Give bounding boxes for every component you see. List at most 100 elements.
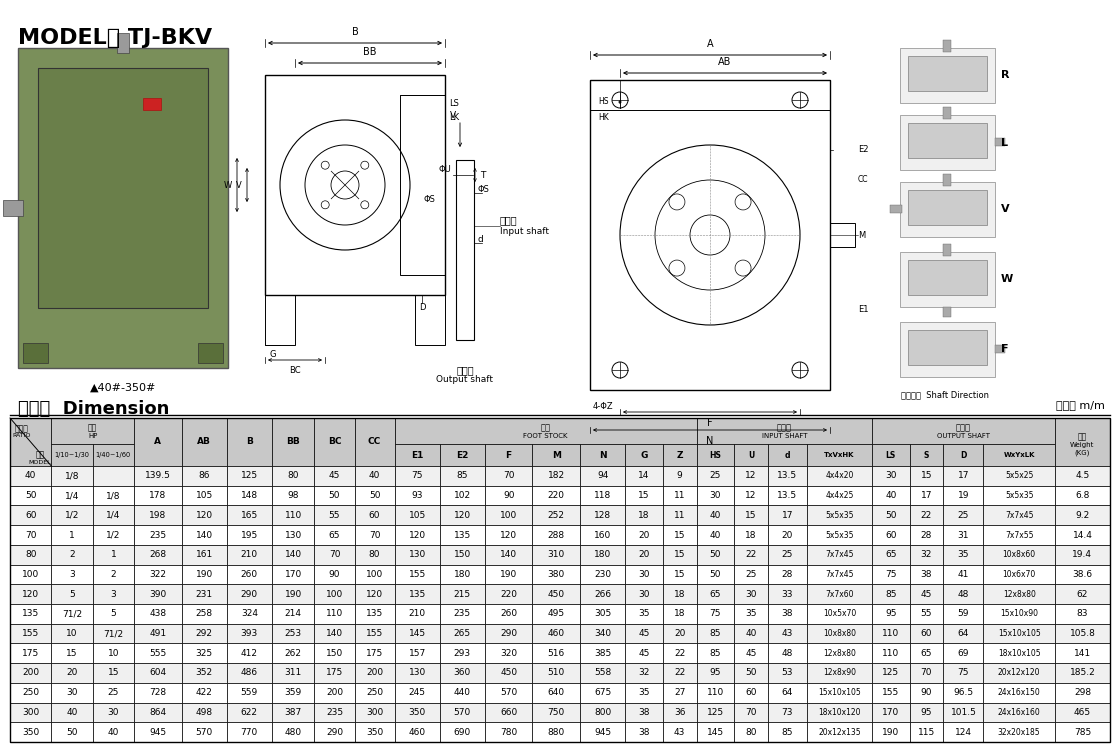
Bar — [52, 722, 93, 742]
Text: 350: 350 — [409, 708, 426, 717]
Bar — [909, 525, 943, 545]
Text: 20: 20 — [638, 551, 650, 560]
Text: 55: 55 — [921, 609, 932, 618]
Bar — [394, 584, 440, 604]
Text: HS: HS — [709, 451, 721, 460]
Text: Z: Z — [676, 451, 683, 460]
Text: 266: 266 — [594, 589, 612, 598]
Text: 231: 231 — [196, 589, 213, 598]
Text: 15: 15 — [674, 570, 685, 579]
Bar — [315, 545, 355, 565]
Text: 230: 230 — [594, 570, 612, 579]
Text: 140: 140 — [284, 551, 301, 560]
Text: Weight: Weight — [1071, 442, 1094, 448]
Bar — [355, 584, 394, 604]
Bar — [909, 644, 943, 663]
Text: MODEL: MODEL — [28, 460, 52, 465]
Text: W: W — [1001, 275, 1014, 284]
Text: LK: LK — [449, 113, 459, 122]
Text: ΦS: ΦS — [477, 186, 488, 195]
Text: 325: 325 — [196, 649, 213, 658]
Text: 18: 18 — [745, 530, 757, 539]
Text: 30: 30 — [66, 689, 77, 698]
Text: 559: 559 — [241, 689, 258, 698]
Bar — [983, 525, 1055, 545]
Text: 148: 148 — [241, 491, 258, 500]
Bar — [315, 663, 355, 683]
Text: 24x16x150: 24x16x150 — [998, 689, 1040, 698]
Bar — [226, 525, 272, 545]
Bar — [394, 486, 440, 506]
Text: 18: 18 — [674, 609, 685, 618]
Bar — [134, 722, 181, 742]
Bar — [909, 506, 943, 525]
Bar — [909, 604, 943, 624]
Bar — [134, 565, 181, 584]
Text: 1/8: 1/8 — [65, 471, 80, 480]
Bar — [181, 703, 226, 722]
Bar — [52, 565, 93, 584]
Bar — [10, 486, 52, 506]
Text: 48: 48 — [782, 649, 793, 658]
Bar — [440, 703, 485, 722]
Text: 6.8: 6.8 — [1075, 491, 1090, 500]
Bar — [355, 486, 394, 506]
Bar — [806, 703, 872, 722]
Text: 235: 235 — [326, 708, 343, 717]
Text: 200: 200 — [22, 668, 39, 677]
Text: 20: 20 — [66, 668, 77, 677]
Text: E1: E1 — [411, 451, 423, 460]
Text: 139.5: 139.5 — [144, 471, 170, 480]
Bar — [734, 722, 768, 742]
Text: 30: 30 — [710, 491, 721, 500]
Text: B: B — [352, 27, 358, 37]
Text: 20x12x120: 20x12x120 — [998, 668, 1040, 677]
Text: 385: 385 — [594, 649, 612, 658]
Bar — [440, 584, 485, 604]
Bar — [355, 683, 394, 703]
Text: 105.8: 105.8 — [1070, 629, 1095, 638]
Bar — [272, 565, 315, 584]
Text: 64: 64 — [958, 629, 969, 638]
Bar — [134, 604, 181, 624]
Text: 124: 124 — [955, 727, 972, 736]
Bar — [181, 584, 226, 604]
Bar — [663, 683, 697, 703]
Bar — [532, 466, 580, 486]
Text: 120: 120 — [409, 530, 426, 539]
Text: 15x10x105: 15x10x105 — [998, 629, 1040, 638]
Bar — [10, 703, 52, 722]
Bar — [52, 506, 93, 525]
Text: 1/2: 1/2 — [65, 511, 80, 520]
Bar — [272, 466, 315, 486]
Bar — [983, 703, 1055, 722]
Bar — [872, 703, 909, 722]
Text: 17: 17 — [782, 511, 793, 520]
Bar — [181, 683, 226, 703]
Bar — [580, 683, 625, 703]
Text: 15: 15 — [108, 668, 119, 677]
Bar — [768, 525, 806, 545]
Text: 95: 95 — [710, 668, 721, 677]
Text: 65: 65 — [885, 551, 896, 560]
Text: 60: 60 — [25, 511, 37, 520]
Text: 17: 17 — [921, 491, 932, 500]
Text: 100: 100 — [500, 511, 517, 520]
Bar — [625, 506, 663, 525]
Text: 140: 140 — [196, 530, 213, 539]
Text: TxVxHK: TxVxHK — [824, 452, 855, 458]
Bar — [355, 644, 394, 663]
Bar — [134, 525, 181, 545]
Bar — [226, 644, 272, 663]
Bar — [134, 506, 181, 525]
Text: 85: 85 — [710, 629, 721, 638]
Text: 486: 486 — [241, 668, 258, 677]
Bar — [394, 624, 440, 644]
Bar — [93, 604, 134, 624]
Text: HS: HS — [598, 98, 608, 107]
Text: 780: 780 — [500, 727, 517, 736]
Text: 140: 140 — [500, 551, 517, 560]
Text: 120: 120 — [454, 511, 470, 520]
Text: 22: 22 — [921, 511, 932, 520]
Text: 17: 17 — [958, 471, 969, 480]
